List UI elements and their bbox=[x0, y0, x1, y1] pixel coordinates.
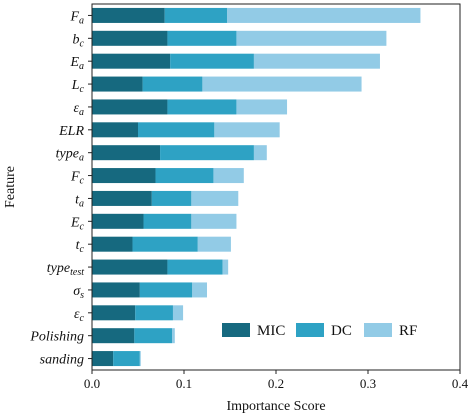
bar-dc-7 bbox=[155, 168, 214, 184]
bar-mic-1 bbox=[92, 30, 168, 46]
bar-rf-13 bbox=[172, 305, 184, 321]
bar-dc-8 bbox=[151, 190, 192, 206]
bar-rf-1 bbox=[236, 30, 387, 46]
bar-rf-4 bbox=[236, 99, 288, 115]
bar-rf-0 bbox=[227, 7, 421, 23]
feature-label-9: Ec bbox=[70, 215, 85, 232]
feature-label-7: Fc bbox=[70, 170, 85, 187]
bar-mic-12 bbox=[92, 282, 140, 298]
legend-swatch-rf bbox=[364, 323, 392, 337]
bar-mic-4 bbox=[92, 99, 168, 115]
bar-rf-6 bbox=[253, 145, 267, 161]
bar-mic-0 bbox=[92, 7, 165, 23]
feature-label-14: Polishing bbox=[29, 330, 84, 345]
legend-label-mic: MIC bbox=[257, 323, 285, 339]
bar-rf-3 bbox=[202, 76, 362, 92]
bar-rf-14 bbox=[172, 328, 175, 344]
bar-dc-14 bbox=[134, 328, 173, 344]
bar-rf-15 bbox=[139, 351, 141, 367]
bar-mic-11 bbox=[92, 259, 168, 275]
legend-label-dc: DC bbox=[331, 323, 352, 339]
feature-label-15: sanding bbox=[40, 353, 84, 368]
bar-mic-5 bbox=[92, 122, 138, 138]
feature-label-5: ELR bbox=[58, 124, 84, 139]
bar-mic-3 bbox=[92, 76, 143, 92]
bar-dc-3 bbox=[142, 76, 203, 92]
legend-swatch-dc bbox=[296, 323, 324, 337]
bar-rf-5 bbox=[214, 122, 280, 138]
bar-mic-10 bbox=[92, 236, 133, 252]
bar-rf-11 bbox=[222, 259, 229, 275]
bar-dc-9 bbox=[143, 213, 192, 229]
feature-label-13: εc bbox=[74, 307, 85, 324]
bar-dc-0 bbox=[164, 7, 228, 23]
bar-rf-9 bbox=[191, 213, 237, 229]
bar-mic-2 bbox=[92, 53, 171, 69]
bar-mic-13 bbox=[92, 305, 136, 321]
x-tick-label-0: 0.0 bbox=[84, 376, 100, 391]
bar-dc-11 bbox=[167, 259, 223, 275]
x-tick-label-4: 0.4 bbox=[452, 376, 469, 391]
bar-mic-14 bbox=[92, 328, 135, 344]
x-axis-title: Importance Score bbox=[226, 399, 325, 414]
feature-label-0: Fa bbox=[69, 9, 84, 26]
bar-dc-15 bbox=[113, 351, 140, 367]
bar-rf-12 bbox=[192, 282, 207, 298]
feature-label-11: typetest bbox=[47, 261, 84, 278]
feature-label-2: Ea bbox=[69, 55, 84, 72]
bar-mic-15 bbox=[92, 351, 114, 367]
bar-rf-2 bbox=[253, 53, 380, 69]
bar-dc-12 bbox=[139, 282, 193, 298]
bar-dc-1 bbox=[167, 30, 237, 46]
x-tick-label-3: 0.3 bbox=[360, 376, 376, 391]
bar-dc-2 bbox=[170, 53, 254, 69]
bar-mic-9 bbox=[92, 213, 144, 229]
x-tick-label-2: 0.2 bbox=[268, 376, 284, 391]
bar-dc-6 bbox=[160, 145, 254, 161]
feature-label-12: σs bbox=[73, 284, 84, 301]
legend-swatch-mic bbox=[222, 323, 250, 337]
y-axis-title: Feature bbox=[3, 166, 18, 208]
feature-label-4: εa bbox=[73, 101, 84, 118]
bar-dc-13 bbox=[135, 305, 173, 321]
feature-label-1: bc bbox=[73, 32, 85, 49]
bar-mic-6 bbox=[92, 145, 161, 161]
bar-rf-10 bbox=[197, 236, 231, 252]
x-tick-label-1: 0.1 bbox=[176, 376, 192, 391]
feature-label-6: typea bbox=[56, 147, 84, 164]
bar-dc-4 bbox=[167, 99, 237, 115]
bar-rf-7 bbox=[213, 168, 244, 184]
feature-label-8: ta bbox=[75, 192, 84, 209]
bar-rf-8 bbox=[191, 190, 239, 206]
feature-label-3: Lc bbox=[71, 78, 85, 95]
bar-dc-10 bbox=[132, 236, 198, 252]
feature-label-10: tc bbox=[76, 238, 85, 255]
bar-dc-5 bbox=[138, 122, 215, 138]
bar-mic-8 bbox=[92, 190, 152, 206]
legend-label-rf: RF bbox=[399, 323, 417, 339]
bar-mic-7 bbox=[92, 168, 156, 184]
